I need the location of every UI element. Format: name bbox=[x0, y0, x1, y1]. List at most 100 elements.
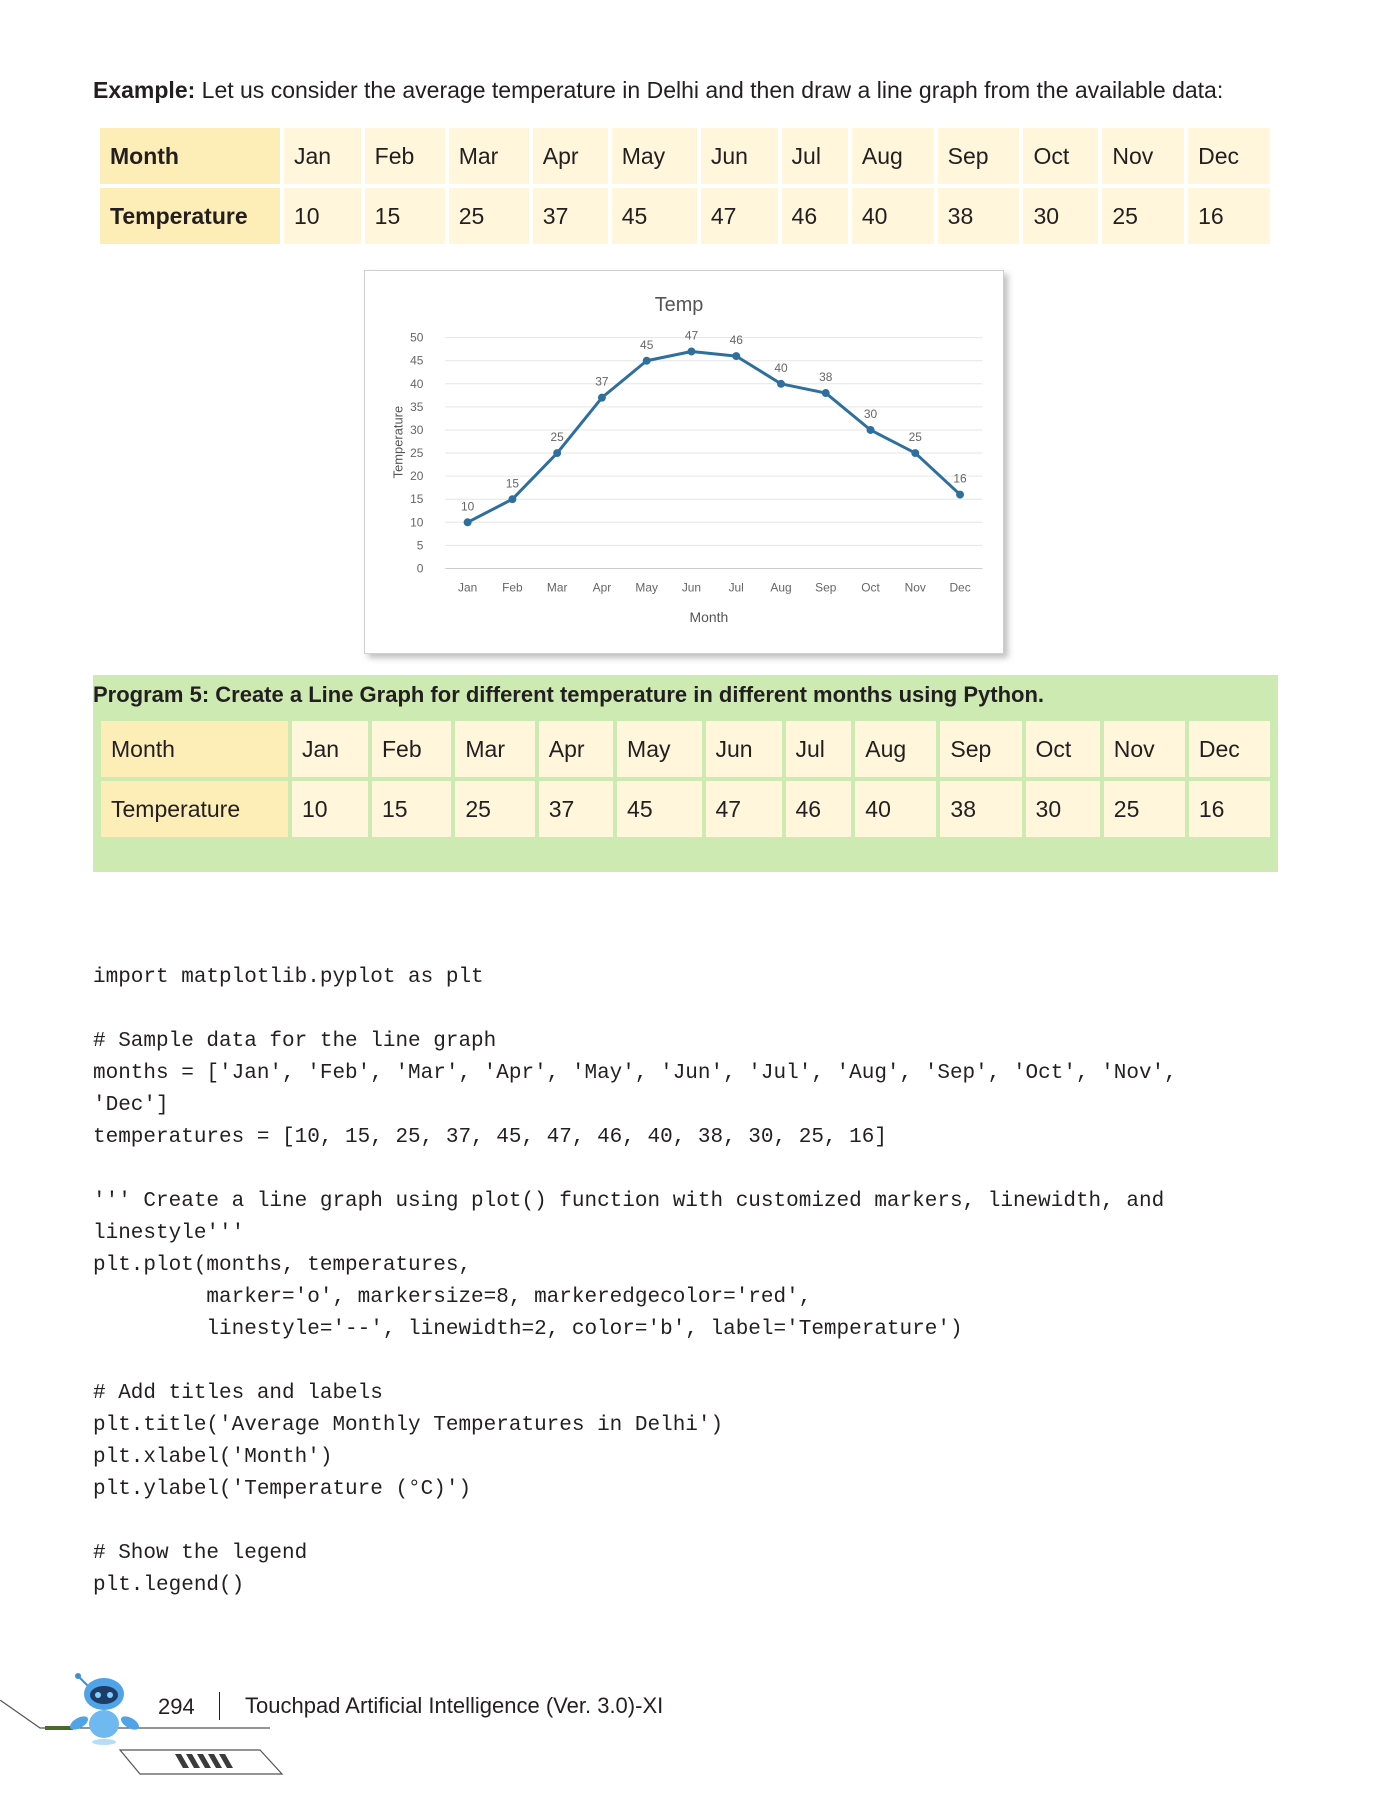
data-label: 10 bbox=[461, 499, 475, 513]
x-tick-label: Sep bbox=[815, 580, 837, 594]
code-line: months = ['Jan', 'Feb', 'Mar', 'Apr', 'M… bbox=[93, 1062, 1177, 1085]
month-cell: Oct bbox=[1025, 721, 1100, 777]
data-point bbox=[687, 347, 696, 356]
book-title: Touchpad Artificial Intelligence (Ver. 3… bbox=[245, 1693, 664, 1718]
code-docstring: ''' Create a line graph using plot() fun… bbox=[93, 1190, 1165, 1213]
temp-cell: 46 bbox=[785, 781, 852, 837]
chart-grid bbox=[445, 337, 983, 569]
x-tick-label: Oct bbox=[861, 580, 880, 594]
temperature-row: Temperature 10 15 25 37 45 47 46 40 38 3… bbox=[101, 781, 1270, 837]
code-comment: # Add titles and labels bbox=[93, 1382, 383, 1405]
temperature-header: Temperature bbox=[100, 188, 280, 244]
x-tick-label: Aug bbox=[770, 580, 791, 594]
series-line bbox=[466, 350, 962, 524]
temp-cell: 30 bbox=[1023, 188, 1099, 244]
data-point bbox=[553, 449, 562, 458]
month-cell: Feb bbox=[364, 128, 445, 184]
intro-body: Let us consider the average temperature … bbox=[195, 77, 1224, 103]
code-line: linestyle='--', linewidth=2, color='b', … bbox=[93, 1318, 963, 1341]
y-tick-label: 10 bbox=[410, 515, 424, 529]
month-cell: Apr bbox=[538, 721, 614, 777]
x-tick-label: Feb bbox=[502, 580, 523, 594]
month-cell: Nov bbox=[1103, 721, 1185, 777]
y-tick-label: 30 bbox=[410, 423, 424, 437]
temp-cell: 37 bbox=[538, 781, 614, 837]
temp-cell: 45 bbox=[611, 188, 697, 244]
temp-cell: 25 bbox=[1102, 188, 1185, 244]
data-label: 46 bbox=[730, 333, 744, 347]
code-line: plt.xlabel('Month') bbox=[93, 1446, 333, 1469]
data-label: 30 bbox=[864, 407, 878, 421]
data-label: 38 bbox=[819, 370, 833, 384]
x-tick-label: Nov bbox=[905, 580, 926, 594]
temp-cell: 38 bbox=[937, 188, 1020, 244]
month-cell: Dec bbox=[1188, 721, 1270, 777]
chart-y-ticks: 0 5 10 15 20 25 30 35 40 45 50 bbox=[410, 331, 424, 576]
month-cell: Aug bbox=[851, 128, 934, 184]
code-line: import matplotlib.pyplot as plt bbox=[93, 966, 484, 989]
temperature-table: Month Jan Feb Mar Apr May Jun Jul Aug Se… bbox=[96, 124, 1274, 248]
month-row: Month Jan Feb Mar Apr May Jun Jul Aug Se… bbox=[101, 721, 1270, 777]
data-label: 47 bbox=[685, 329, 699, 343]
chart-title: Temp bbox=[655, 294, 704, 316]
chart-series: 10 15 25 37 45 47 46 40 38 30 25 16 bbox=[461, 329, 967, 527]
code-comment: # Show the legend bbox=[93, 1542, 308, 1565]
month-cell: Jun bbox=[705, 721, 782, 777]
temp-cell: 16 bbox=[1188, 188, 1270, 244]
data-label: 45 bbox=[640, 338, 654, 352]
data-label: 15 bbox=[506, 476, 520, 490]
data-point bbox=[642, 356, 651, 365]
line-chart-svg: Temp Temperature Month 0 5 10 15 20 25 30 35 40 4… bbox=[390, 294, 983, 625]
code-line: plt.ylabel('Temperature (°C)') bbox=[93, 1478, 472, 1501]
month-cell: Apr bbox=[532, 128, 608, 184]
x-tick-label: May bbox=[635, 580, 658, 594]
month-cell: Jul bbox=[785, 721, 852, 777]
data-point bbox=[821, 389, 830, 398]
month-cell: May bbox=[617, 721, 702, 777]
month-cell: Sep bbox=[937, 128, 1020, 184]
temp-cell: 46 bbox=[781, 188, 848, 244]
y-tick-label: 20 bbox=[410, 469, 424, 483]
x-tick-label: Mar bbox=[547, 580, 568, 594]
temp-cell: 38 bbox=[940, 781, 1022, 837]
month-cell: Nov bbox=[1102, 128, 1185, 184]
month-cell: Mar bbox=[455, 721, 535, 777]
temp-cell: 25 bbox=[448, 188, 529, 244]
month-cell: Jan bbox=[284, 128, 361, 184]
temp-cell: 10 bbox=[284, 188, 361, 244]
month-cell: Sep bbox=[940, 721, 1022, 777]
month-cell: Feb bbox=[372, 721, 452, 777]
y-tick-label: 15 bbox=[410, 492, 424, 506]
month-header: Month bbox=[101, 721, 288, 777]
month-header: Month bbox=[100, 128, 280, 184]
program-title: Program 5: Create a Line Graph for diffe… bbox=[93, 682, 1045, 707]
month-cell: Mar bbox=[448, 128, 529, 184]
temp-cell: 25 bbox=[1103, 781, 1185, 837]
code-docstring: linestyle''' bbox=[93, 1222, 245, 1245]
x-tick-label: Jan bbox=[458, 580, 477, 594]
y-tick-label: 40 bbox=[410, 377, 424, 391]
program-table: Month Jan Feb Mar Apr May Jun Jul Aug Se… bbox=[97, 717, 1274, 841]
robot-mascot-icon bbox=[69, 1673, 140, 1745]
data-point bbox=[463, 518, 472, 527]
data-point bbox=[597, 393, 606, 402]
data-label: 25 bbox=[909, 430, 923, 444]
temp-cell: 10 bbox=[292, 781, 368, 837]
x-tick-label: Apr bbox=[593, 580, 612, 594]
x-tick-label: Dec bbox=[949, 580, 970, 594]
intro-text: Example: Let us consider the average tem… bbox=[93, 74, 1313, 106]
data-label: 16 bbox=[953, 472, 967, 486]
temp-cell: 16 bbox=[1188, 781, 1270, 837]
temp-cell: 15 bbox=[364, 188, 445, 244]
data-point bbox=[911, 449, 920, 458]
month-cell: Dec bbox=[1188, 128, 1270, 184]
temp-cell: 47 bbox=[700, 188, 778, 244]
month-row: Month Jan Feb Mar Apr May Jun Jul Aug Se… bbox=[100, 128, 1270, 184]
data-label: 25 bbox=[551, 430, 565, 444]
temperature-header: Temperature bbox=[101, 781, 288, 837]
footer-divider bbox=[219, 1692, 220, 1720]
code-comment: # Sample data for the line graph bbox=[93, 1030, 497, 1053]
month-cell: Jan bbox=[292, 721, 368, 777]
temp-cell: 47 bbox=[705, 781, 782, 837]
temp-cell: 25 bbox=[455, 781, 535, 837]
